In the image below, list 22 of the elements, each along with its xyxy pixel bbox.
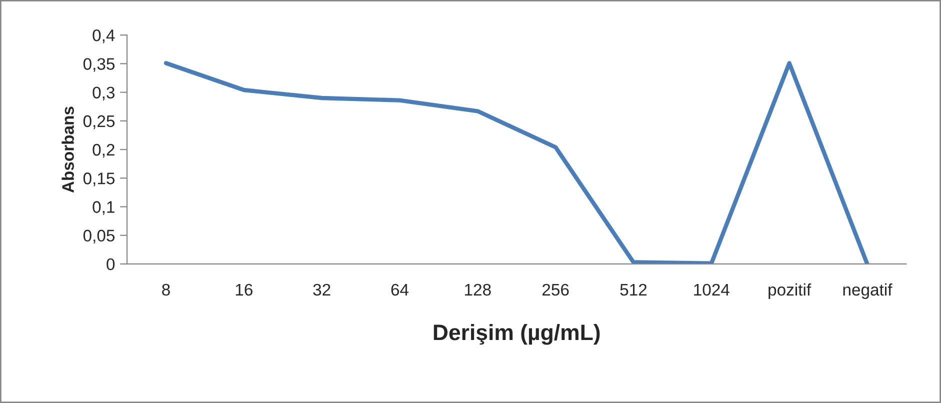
y-tick-label: 0,2: [92, 144, 114, 158]
y-tick-label: 0,25: [83, 115, 115, 130]
x-tick-label: 16: [236, 284, 252, 296]
line-series: [164, 61, 870, 264]
x-tick-label: negatif: [843, 283, 892, 299]
x-tick-label: 128: [465, 284, 491, 296]
y-tick-label: 0,05: [83, 230, 115, 244]
x-tick-label: pozitif: [768, 283, 812, 299]
y-tick-label: 0,3: [92, 86, 114, 100]
x-tick-label: 32: [313, 284, 330, 296]
y-axis-title: Absorbans: [62, 106, 74, 193]
x-tick-label: 8: [162, 284, 170, 296]
x-tick-label: 1024: [694, 284, 730, 296]
y-tick-label: 0,4: [92, 29, 115, 44]
x-axis-title: Derişim (µg/mL): [434, 324, 600, 345]
x-tick-label: 64: [391, 284, 409, 296]
y-tick-label: 0,1: [92, 201, 114, 215]
y-tick-label: 0: [106, 258, 115, 270]
x-tick-label: 512: [620, 284, 647, 296]
y-tick-label: 0,15: [83, 172, 115, 186]
x-tick-label: 256: [542, 284, 569, 296]
y-tick-label: 0,35: [83, 58, 115, 72]
